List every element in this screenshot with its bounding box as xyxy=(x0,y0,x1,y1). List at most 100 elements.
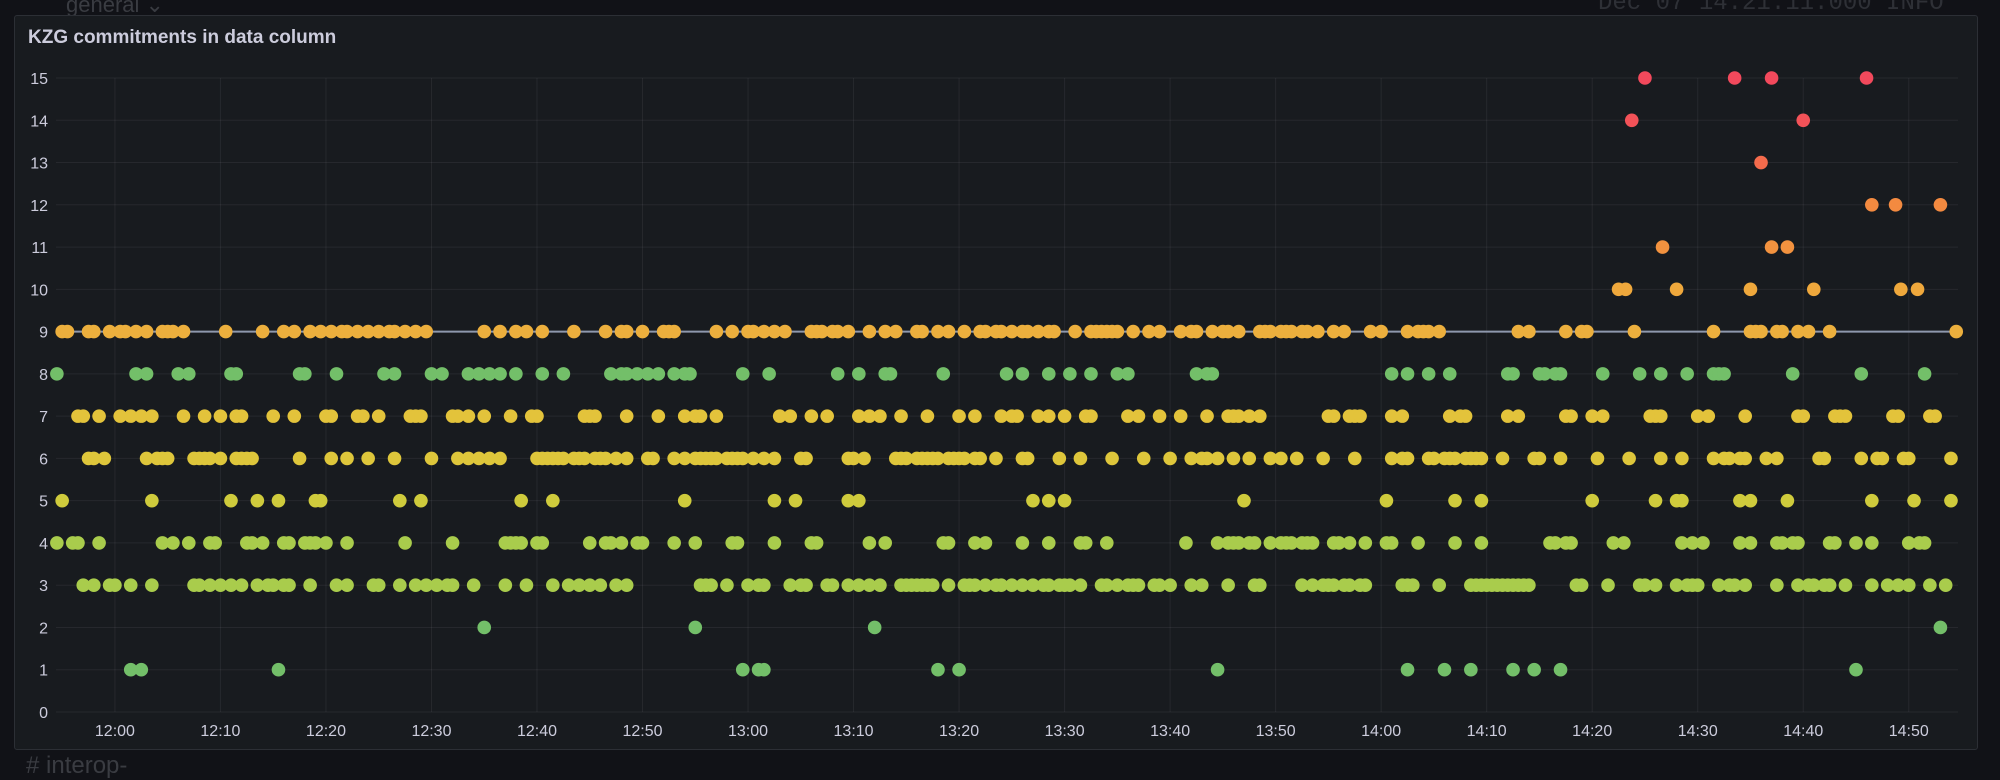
data-point[interactable] xyxy=(181,367,196,381)
data-point[interactable] xyxy=(451,409,465,423)
data-point[interactable] xyxy=(461,409,476,423)
data-point[interactable] xyxy=(1738,578,1753,592)
data-point[interactable] xyxy=(1432,578,1446,592)
data-point[interactable] xyxy=(1727,578,1742,592)
data-point[interactable] xyxy=(324,409,339,423)
data-point[interactable] xyxy=(968,578,982,592)
data-point[interactable] xyxy=(825,578,840,592)
data-point[interactable] xyxy=(693,409,708,423)
data-point[interactable] xyxy=(1944,451,1958,466)
data-point[interactable] xyxy=(1849,536,1863,550)
data-point[interactable] xyxy=(424,451,439,466)
data-point[interactable] xyxy=(614,536,629,550)
data-point[interactable] xyxy=(123,662,138,677)
data-point[interactable] xyxy=(1231,536,1246,550)
data-point[interactable] xyxy=(213,409,228,423)
data-point[interactable] xyxy=(941,324,956,339)
data-point[interactable] xyxy=(1653,409,1668,423)
data-point[interactable] xyxy=(1041,367,1056,381)
data-point[interactable] xyxy=(1500,409,1515,423)
data-point[interactable] xyxy=(1891,578,1906,592)
data-point[interactable] xyxy=(1363,324,1378,339)
data-point[interactable] xyxy=(1685,536,1700,550)
data-point[interactable] xyxy=(772,409,787,423)
data-point[interactable] xyxy=(113,409,127,423)
data-point[interactable] xyxy=(778,324,792,339)
data-point[interactable] xyxy=(371,324,386,339)
data-point[interactable] xyxy=(609,578,623,592)
data-point[interactable] xyxy=(271,493,286,508)
data-point[interactable] xyxy=(957,324,972,339)
data-point[interactable] xyxy=(1041,536,1056,550)
data-point[interactable] xyxy=(1100,536,1114,550)
data-point[interactable] xyxy=(1859,71,1874,85)
data-point[interactable] xyxy=(1791,536,1805,550)
data-point[interactable] xyxy=(1527,662,1541,677)
data-point[interactable] xyxy=(994,409,1009,423)
data-point[interactable] xyxy=(1764,240,1779,254)
data-point[interactable] xyxy=(535,324,550,339)
data-point[interactable] xyxy=(1358,536,1373,550)
data-point[interactable] xyxy=(155,536,170,550)
data-point[interactable] xyxy=(509,324,523,339)
data-point[interactable] xyxy=(451,451,465,466)
data-point[interactable] xyxy=(841,493,856,508)
data-point[interactable] xyxy=(1121,367,1135,381)
data-point[interactable] xyxy=(203,578,217,592)
data-point[interactable] xyxy=(139,451,154,466)
data-point[interactable] xyxy=(282,536,296,550)
data-point[interactable] xyxy=(1041,493,1056,508)
data-point[interactable] xyxy=(1163,451,1177,466)
data-point[interactable] xyxy=(1295,578,1309,592)
data-point[interactable] xyxy=(941,578,956,592)
data-point[interactable] xyxy=(1448,493,1462,508)
data-point[interactable] xyxy=(556,367,571,381)
data-point[interactable] xyxy=(1653,367,1668,381)
data-point[interactable] xyxy=(514,493,528,508)
data-point[interactable] xyxy=(477,620,492,635)
data-point[interactable] xyxy=(931,324,945,339)
data-point[interactable] xyxy=(746,451,761,466)
data-point[interactable] xyxy=(1442,409,1457,423)
data-point[interactable] xyxy=(968,536,982,550)
data-point[interactable] xyxy=(973,451,987,466)
data-point[interactable] xyxy=(276,324,291,339)
data-point[interactable] xyxy=(340,324,354,339)
data-point[interactable] xyxy=(1775,536,1789,550)
data-point[interactable] xyxy=(978,324,993,339)
data-point[interactable] xyxy=(619,324,634,339)
data-point[interactable] xyxy=(319,536,333,550)
data-point[interactable] xyxy=(1680,367,1694,381)
data-point[interactable] xyxy=(1274,451,1288,466)
data-point[interactable] xyxy=(1474,536,1489,550)
data-point[interactable] xyxy=(709,451,724,466)
data-point[interactable] xyxy=(1437,662,1452,677)
data-point[interactable] xyxy=(888,324,903,339)
data-point[interactable] xyxy=(477,324,492,339)
data-point[interactable] xyxy=(1754,155,1768,170)
data-point[interactable] xyxy=(619,578,634,592)
data-point[interactable] xyxy=(588,409,602,423)
data-point[interactable] xyxy=(1590,451,1605,466)
data-point[interactable] xyxy=(1522,578,1536,592)
data-point[interactable] xyxy=(873,409,887,423)
data-point[interactable] xyxy=(1928,409,1942,423)
data-point[interactable] xyxy=(720,578,734,592)
data-point[interactable] xyxy=(1917,536,1932,550)
data-point[interactable] xyxy=(735,662,750,677)
data-point[interactable] xyxy=(1574,578,1589,592)
data-point[interactable] xyxy=(989,451,1003,466)
data-point[interactable] xyxy=(1669,282,1684,297)
data-point[interactable] xyxy=(1152,578,1167,592)
data-point[interactable] xyxy=(160,451,175,466)
data-point[interactable] xyxy=(1622,451,1636,466)
data-point[interactable] xyxy=(619,367,634,381)
data-point[interactable] xyxy=(1131,409,1146,423)
data-point[interactable] xyxy=(677,493,692,508)
data-point[interactable] xyxy=(218,324,233,339)
data-point[interactable] xyxy=(266,578,280,592)
data-point[interactable] xyxy=(1764,71,1779,85)
data-point[interactable] xyxy=(213,578,228,592)
chart-panel[interactable]: KZG commitments in data column xyxy=(14,15,1978,750)
data-point[interactable] xyxy=(582,578,597,592)
